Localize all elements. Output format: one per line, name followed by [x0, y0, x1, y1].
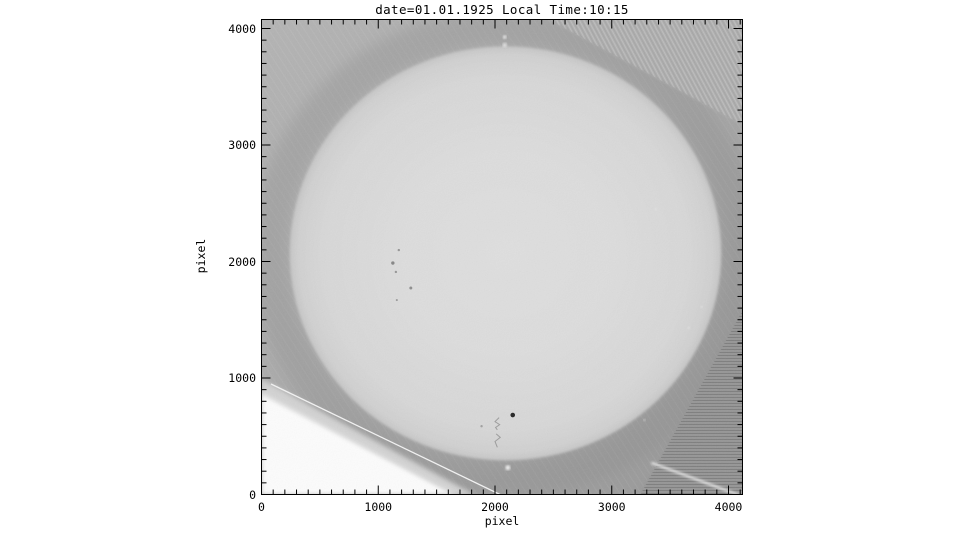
y-tick-label: 0 — [249, 487, 256, 502]
x-tick-label: 2000 — [481, 500, 509, 514]
film-grain-texture — [261, 19, 743, 495]
x-axis-label: pixel — [484, 514, 520, 528]
x-tick-label: 4000 — [714, 500, 743, 514]
y-tick-label: 3000 — [228, 138, 256, 152]
plot-title: date=01.01.1925 Local Time:10:15 — [375, 2, 629, 17]
y-tick-label: 1000 — [228, 371, 256, 385]
y-tick-label: 2000 — [228, 254, 256, 269]
solar-plate-image — [261, 19, 743, 495]
x-tick-label: 0 — [258, 500, 265, 514]
x-tick-label: 3000 — [597, 500, 626, 514]
x-tick-label: 1000 — [364, 500, 393, 514]
plot-frame — [261, 19, 743, 495]
axis-ticks — [261, 19, 743, 495]
y-tick-label: 4000 — [228, 21, 256, 36]
